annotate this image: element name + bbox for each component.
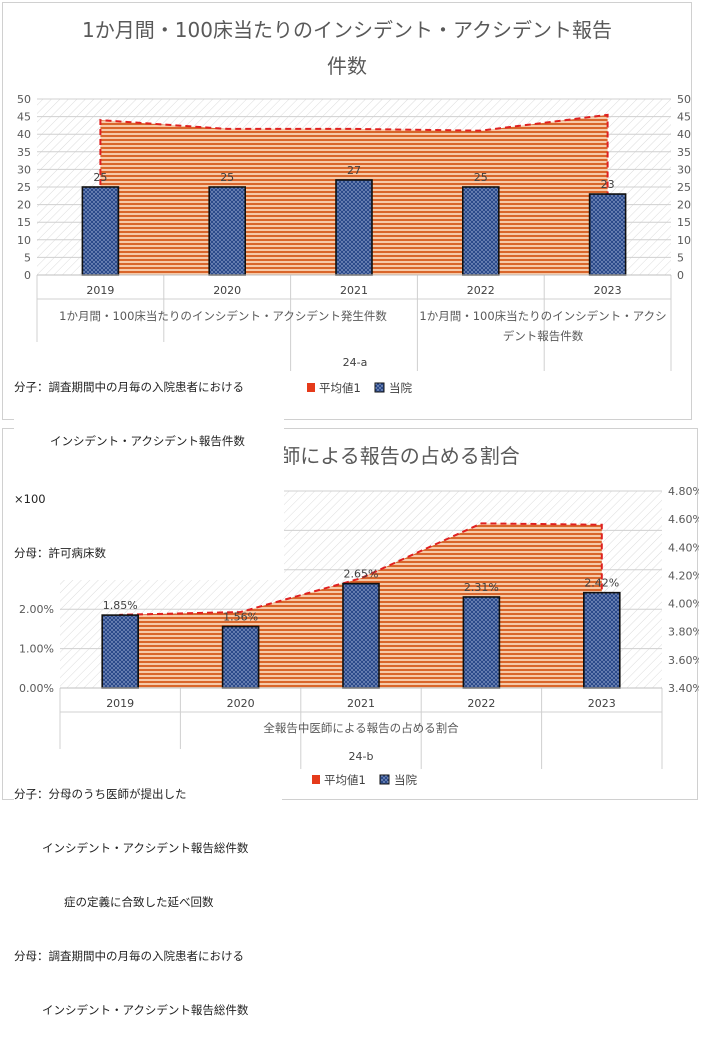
y-tick-label-right: 3.60% bbox=[668, 654, 699, 667]
y-tick-label-left: 0 bbox=[24, 269, 31, 282]
x-axis-group-label: デント報告件数 bbox=[503, 329, 584, 343]
y-tick-label-left: 10 bbox=[17, 234, 31, 247]
bar-2021 bbox=[342, 582, 380, 689]
chart-b-svg: 0.00%1.00%2.00%3.00%4.00%5.00%3.40%3.60%… bbox=[19, 485, 699, 787]
y-tick-label-left: 0.00% bbox=[19, 682, 54, 695]
data-label: 25 bbox=[474, 171, 488, 184]
data-label: 1.56% bbox=[223, 611, 258, 624]
note-numerator-cont: インシデント・アクシデント報告件数 bbox=[50, 434, 245, 448]
y-tick-label-left: 45 bbox=[17, 111, 31, 124]
bar-2023 bbox=[582, 591, 621, 689]
chart-code: 24-b bbox=[349, 750, 374, 763]
x-tick-label: 2022 bbox=[467, 284, 495, 297]
bar-2022 bbox=[461, 186, 500, 276]
y-tick-label-left: 30 bbox=[17, 163, 31, 176]
y-tick-label-left: 2.00% bbox=[19, 603, 54, 616]
y-tick-label-right: 10 bbox=[677, 234, 691, 247]
x-tick-label: 2021 bbox=[347, 697, 375, 710]
y-tick-label-right: 25 bbox=[677, 181, 691, 194]
note-denominator-cont: インシデント・アクシデント報告総件数 bbox=[42, 1003, 249, 1017]
y-tick-label-left: 40 bbox=[17, 128, 31, 141]
y-tick-label-left: 1.00% bbox=[19, 643, 54, 656]
x-tick-label: 2019 bbox=[106, 697, 134, 710]
legend-avg-label: 平均値1 bbox=[319, 381, 361, 395]
bar-2023 bbox=[588, 193, 627, 276]
legend-hospital-label: 当院 bbox=[394, 773, 417, 787]
legend-avg-swatch bbox=[312, 775, 320, 784]
legend-avg-label: 平均値1 bbox=[324, 773, 366, 787]
data-label: 2.42% bbox=[584, 577, 619, 590]
data-label: 2.65% bbox=[344, 568, 379, 581]
x-tick-label: 2020 bbox=[227, 697, 255, 710]
y-tick-label-right: 50 bbox=[677, 93, 691, 106]
note-numerator: 分子：分母のうち医師が提出した bbox=[14, 787, 187, 801]
x-tick-label: 2023 bbox=[588, 697, 616, 710]
note-multiplier: ×100 bbox=[14, 492, 46, 506]
x-axis-group-label: 全報告中医師による報告の占める割合 bbox=[263, 721, 459, 735]
y-tick-label-right: 40 bbox=[677, 128, 691, 141]
y-tick-label-right: 3.40% bbox=[668, 682, 699, 695]
x-tick-label: 2021 bbox=[340, 284, 368, 297]
formula-note-b: 分子：分母のうち医師が提出した インシデント・アクシデント報告総件数 症の定義に… bbox=[14, 749, 282, 1037]
y-tick-label-right: 30 bbox=[677, 163, 691, 176]
chart-title: 1か月間・100床当たりのインシデント・アクシデント報告 bbox=[82, 18, 612, 42]
bar-2021 bbox=[335, 179, 373, 276]
bar-2020 bbox=[208, 186, 246, 276]
y-tick-label-right: 5 bbox=[677, 251, 684, 264]
data-label: 1.85% bbox=[103, 599, 138, 612]
data-label: 2.31% bbox=[464, 581, 499, 594]
y-tick-label-left: 15 bbox=[17, 216, 31, 229]
chart-title-line2: 件数 bbox=[327, 54, 367, 78]
y-tick-label-right: 3.80% bbox=[668, 626, 699, 639]
bar-2020 bbox=[221, 625, 260, 689]
legend-hospital-label: 当院 bbox=[389, 381, 412, 395]
y-tick-label-left: 5 bbox=[24, 251, 31, 264]
y-tick-label-right: 4.80% bbox=[668, 485, 699, 498]
y-tick-label-left: 50 bbox=[17, 93, 31, 106]
legend-hospital-swatch bbox=[379, 774, 390, 785]
y-tick-label-right: 4.60% bbox=[668, 513, 699, 526]
legend-avg-swatch bbox=[307, 383, 315, 392]
note-numerator: 分子：調査期間中の月毎の入院患者における bbox=[14, 380, 244, 394]
note-denominator: 分母：許可病床数 bbox=[14, 546, 106, 560]
x-tick-label: 2020 bbox=[213, 284, 241, 297]
x-tick-label: 2023 bbox=[594, 284, 622, 297]
chart-panel-b: 全報告中医師による報告の占める割合 0.00%1.00%2.00%3.00%4.… bbox=[2, 428, 699, 800]
note-numerator-cont2: 症の定義に合致した延べ回数 bbox=[64, 895, 214, 909]
data-label: 23 bbox=[601, 178, 615, 191]
y-tick-label-right: 20 bbox=[677, 199, 691, 212]
y-tick-label-right: 4.40% bbox=[668, 541, 699, 554]
bar-2019 bbox=[101, 614, 139, 689]
average-line bbox=[99, 113, 609, 275]
note-denominator: 分母：調査期間中の月毎の入院患者における bbox=[14, 949, 244, 963]
y-tick-label-right: 45 bbox=[677, 111, 691, 124]
chart-a-svg: 0 5 10 15 20 25 30 35 40 45 50 0 5 10 15 20 25 30 35 40 45 50… bbox=[17, 93, 691, 395]
y-tick-label-right: 4.20% bbox=[668, 569, 699, 582]
y-tick-label-right: 35 bbox=[677, 146, 691, 159]
bar-2022 bbox=[462, 596, 501, 689]
y-tick-label-right: 0 bbox=[677, 269, 684, 282]
x-axis-group-label: 1か月間・100床当たりのインシデント・アクシデント発生件数 bbox=[59, 309, 387, 323]
y-tick-label-left: 25 bbox=[17, 181, 31, 194]
note-numerator-cont: インシデント・アクシデント報告総件数 bbox=[42, 841, 249, 855]
x-tick-label: 2019 bbox=[86, 284, 114, 297]
x-axis-group-label: 1か月間・100床当たりのインシデント・アクシ bbox=[419, 309, 666, 323]
chart-code: 24-a bbox=[343, 356, 368, 369]
data-label: 25 bbox=[93, 171, 107, 184]
y-tick-label-left: 35 bbox=[17, 146, 31, 159]
y-tick-label-right: 15 bbox=[677, 216, 691, 229]
bar-2019 bbox=[81, 186, 120, 276]
legend-hospital-swatch bbox=[374, 382, 385, 393]
data-label: 25 bbox=[220, 171, 234, 184]
chart-panel-a: 1か月間・100床当たりのインシデント・アクシデント報告 件数 0 5 10 15 20… bbox=[2, 2, 692, 420]
y-tick-label-left: 20 bbox=[17, 199, 31, 212]
formula-note-a: 分子：調査期間中の月毎の入院患者における インシデント・アクシデント報告件数 ×… bbox=[14, 342, 284, 580]
x-tick-label: 2022 bbox=[467, 697, 495, 710]
data-label: 27 bbox=[347, 164, 361, 177]
y-tick-label-right: 4.00% bbox=[668, 598, 699, 611]
